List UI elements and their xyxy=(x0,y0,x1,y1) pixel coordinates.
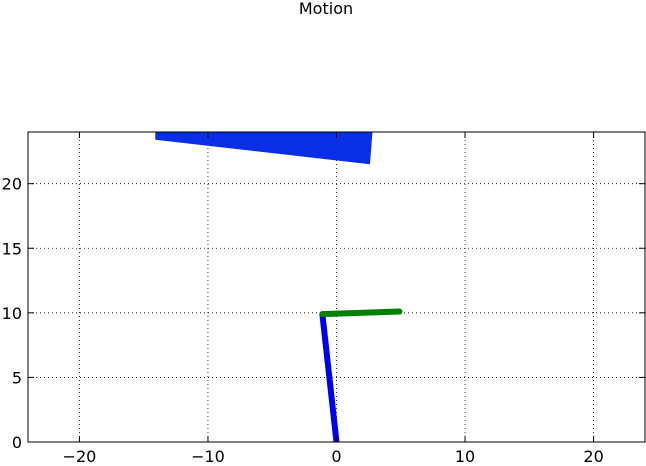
blue-segment xyxy=(319,311,340,442)
x-tick-label: −10 xyxy=(191,447,225,466)
x-tick-label: 0 xyxy=(331,447,341,466)
x-tick-label: 20 xyxy=(583,447,603,466)
y-tick-label: 0 xyxy=(12,433,22,452)
y-tick-label: 10 xyxy=(2,304,22,323)
y-tick-label: 15 xyxy=(2,239,22,258)
x-tick-label: 10 xyxy=(455,447,475,466)
plot-area: −20 −10 0 10 20 0 5 10 15 20 xyxy=(2,131,646,466)
polygon-shape xyxy=(155,132,373,165)
y-tick-label: 5 xyxy=(12,368,22,387)
x-tick-label: −20 xyxy=(63,447,97,466)
data-shapes xyxy=(155,132,403,442)
chart-title: Motion xyxy=(299,0,353,18)
axes-frame xyxy=(27,131,646,443)
green-segment xyxy=(319,308,403,318)
y-tick-label: 20 xyxy=(2,175,22,194)
